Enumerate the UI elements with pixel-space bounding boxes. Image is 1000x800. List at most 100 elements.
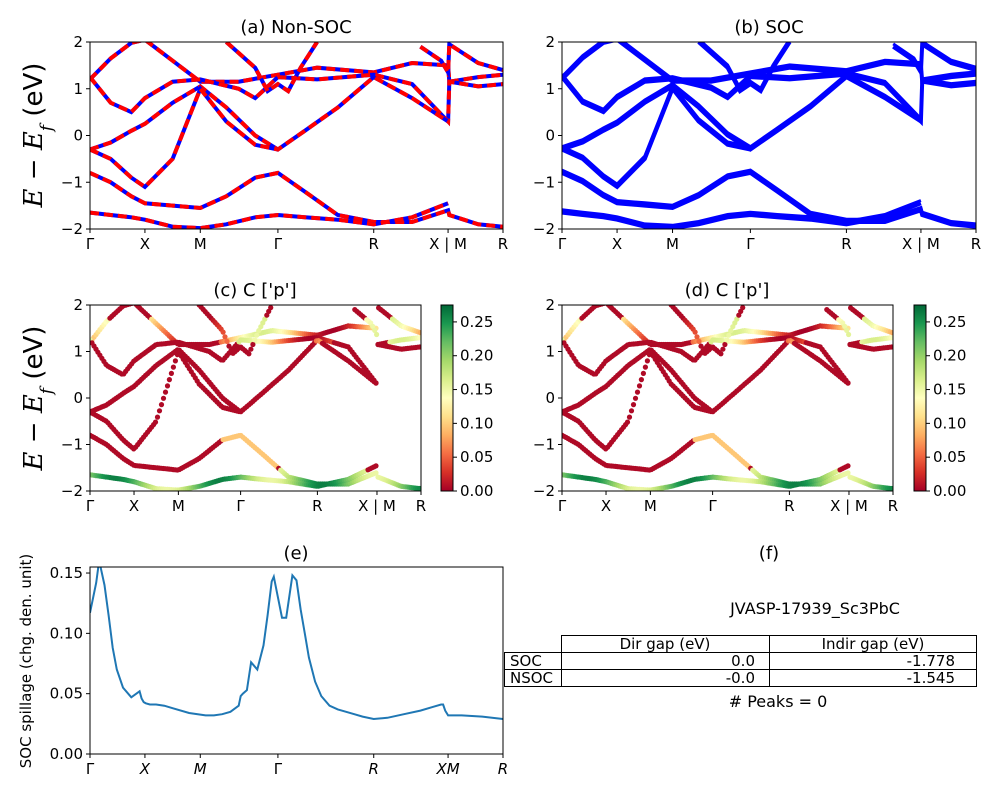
point-d <box>630 402 637 408</box>
colorbar-label-c: 0.05 <box>460 448 493 466</box>
xtick-label-a: Γ <box>274 235 283 253</box>
xtick-label-e: M <box>194 760 207 778</box>
ytick-label-c: 2 <box>73 296 83 314</box>
table-row-nsoc-indir: -1.545 <box>907 669 955 687</box>
colorbar-label-c: 0.00 <box>460 482 493 500</box>
band-a-2-red <box>90 74 450 152</box>
point-d <box>634 389 641 395</box>
point-d <box>644 358 651 364</box>
colorbar-label-c: 0.20 <box>460 347 493 365</box>
point-c <box>417 485 421 491</box>
ytick-label-d: −1 <box>533 436 555 454</box>
xtick-label-c: R <box>312 497 322 515</box>
title-e: (e) <box>283 543 308 564</box>
point-d <box>845 470 851 476</box>
band-b-2-split <box>562 72 922 149</box>
xtick-label-b: R <box>841 235 851 253</box>
point-c <box>156 408 163 414</box>
point-d <box>889 344 893 350</box>
ytick-label-d: −2 <box>533 482 555 500</box>
point-c <box>160 395 167 401</box>
ylabel-mid-sub: f <box>37 385 57 396</box>
colorbar-label-d: 0.15 <box>933 381 966 399</box>
xtick-label-b: X | M <box>902 235 940 253</box>
point-c <box>224 338 230 344</box>
point-c <box>166 377 172 383</box>
ytick-label-a: −2 <box>61 220 83 238</box>
point-c <box>236 408 242 415</box>
table-header-dir: Dir gap (eV) <box>620 635 711 653</box>
table-row-nsoc-label: NSOC <box>510 669 553 687</box>
point-c <box>152 419 159 425</box>
point-d <box>845 463 851 469</box>
table-row-soc-label: SOC <box>510 652 542 670</box>
band-b-6-split <box>699 42 790 91</box>
xtick-label-d: Γ <box>558 497 567 515</box>
ytick-label-b: −1 <box>533 173 555 191</box>
table-row-soc-indir: -1.778 <box>907 652 955 670</box>
xtick-label-a: M <box>194 235 207 253</box>
point-d <box>846 331 852 338</box>
point-d <box>694 334 700 340</box>
xtick-label-e: Γ <box>86 760 95 778</box>
ylabel-mid-suffix: (eV) <box>19 326 49 388</box>
point-c <box>168 370 174 376</box>
spillage-line <box>90 567 503 721</box>
xtick-label-c: X <box>129 497 139 515</box>
xtick-label-b: X <box>612 235 622 253</box>
xtick-label-c: Γ <box>236 497 245 515</box>
colorbar-label-d: 0.20 <box>933 347 966 365</box>
ylabel-spillage: SOC spillage (chg. den. unit) <box>17 554 35 769</box>
xtick-label-c: M <box>172 497 185 515</box>
ytick-label-b: −2 <box>533 220 555 238</box>
point-d <box>718 351 724 357</box>
band-b-3-split <box>562 82 751 187</box>
xtick-label-b: M <box>666 235 679 253</box>
xtick-label-b: Γ <box>558 235 567 253</box>
ylabel-top-suffix: (eV) <box>19 63 49 125</box>
point-d <box>692 329 698 335</box>
peaks-label: # Peaks = 0 <box>729 692 828 711</box>
point-c <box>268 305 274 311</box>
xtick-label-e: XM <box>435 760 459 778</box>
point-c <box>246 351 252 357</box>
point-d <box>889 485 893 491</box>
colorbar-label-d: 0.00 <box>933 482 966 500</box>
table-header-indir: Indir gap (eV) <box>822 635 925 653</box>
svg-text:E − Ef (eV): E − Ef (eV) <box>19 63 57 209</box>
ytick-label-d: 1 <box>545 343 555 361</box>
colorbar-label-c: 0.25 <box>460 313 493 331</box>
colorbar-label-d: 0.10 <box>933 414 966 432</box>
point-d <box>642 364 649 370</box>
xtick-label-e: R <box>498 760 508 778</box>
point-c <box>248 346 254 352</box>
point-d <box>640 370 647 376</box>
ytick-label-d: 2 <box>545 296 555 314</box>
point-d <box>626 414 633 420</box>
xtick-label-c: Γ <box>86 497 95 515</box>
ytick-label-e: 0.05 <box>50 685 83 703</box>
point-d <box>720 346 726 352</box>
point-d <box>698 343 704 349</box>
point-c <box>262 316 268 322</box>
xtick-label-d: Γ <box>708 497 717 515</box>
point-c <box>170 364 176 370</box>
point-d <box>844 327 850 333</box>
ylabel-mid-prefix: E − E <box>19 394 49 471</box>
ytick-label-b: 2 <box>545 33 555 51</box>
point-c <box>417 330 421 336</box>
point-c <box>256 328 262 334</box>
point-d <box>722 341 728 348</box>
point-c <box>254 332 260 338</box>
xtick-label-a: X | M <box>429 235 467 253</box>
band-b-5-split <box>562 199 922 227</box>
scatter-c <box>90 305 421 491</box>
point-d <box>636 383 643 389</box>
table-row-soc-dir: 0.0 <box>731 652 755 670</box>
point-d <box>728 328 734 334</box>
point-c <box>252 337 258 343</box>
point-c <box>172 358 178 364</box>
ytick-label-a: 2 <box>73 33 83 51</box>
